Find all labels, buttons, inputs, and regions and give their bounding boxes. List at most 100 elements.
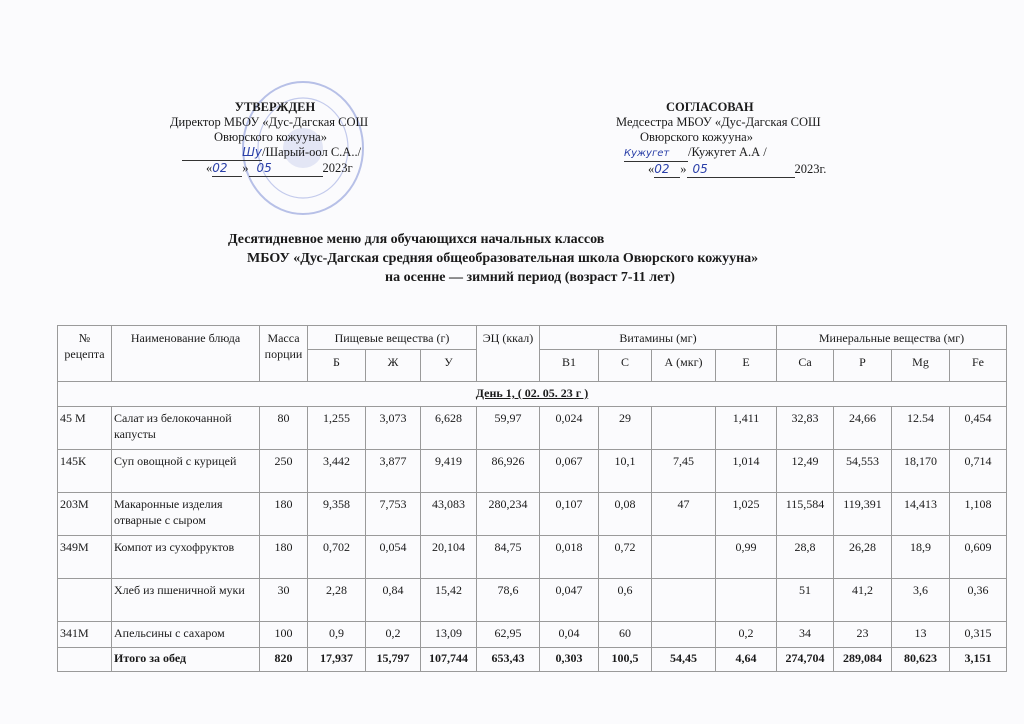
approval-heading: УТВЕРЖДЕН (234, 100, 316, 114)
agreement-line2: Овюрского кожууна» (640, 130, 753, 144)
value-cell: 9,419 (420, 449, 477, 493)
approval-year: 2023г (322, 161, 353, 175)
value-cell: 29 (598, 406, 652, 450)
value-cell: 13 (891, 621, 950, 648)
agreement-heading: СОГЛАСОВАН (666, 100, 754, 114)
day-label: День 1, ( 02. 05. 23 г ) (57, 381, 1007, 407)
value-cell: 14,413 (891, 492, 950, 536)
table-row: 45 М Салат из белокочанной капусты 80 1,255… (57, 406, 1007, 450)
table-row: Хлеб из пшеничной муки 30 2,28 0,84 15,42 78,… (57, 578, 1007, 622)
nurse-name: /Кужугет А.А / (688, 145, 767, 159)
value-cell (715, 578, 777, 622)
value-cell: 0,2 (365, 621, 421, 648)
value-cell: 28,8 (776, 535, 834, 579)
value-cell: 115,584 (776, 492, 834, 536)
value-cell: 0,99 (715, 535, 777, 579)
value-cell: 15,797 (365, 647, 421, 672)
value-cell: 100 (259, 621, 308, 648)
value-cell: 0,107 (539, 492, 599, 536)
value-cell: 2,28 (307, 578, 366, 622)
value-cell: 12.54 (891, 406, 950, 450)
value-cell: 51 (776, 578, 834, 622)
value-cell: 30 (259, 578, 308, 622)
value-cell: 0,36 (949, 578, 1007, 622)
subheader-cell: P (833, 349, 892, 382)
header-minerals: Минеральные вещества (мг) (776, 325, 1007, 350)
approval-block: УТВЕРЖДЕН Директор МБОУ «Дус-Дагская СОШ… (170, 100, 410, 177)
value-cell: 0,9 (307, 621, 366, 648)
value-cell: 34 (776, 621, 834, 648)
value-cell: 289,084 (833, 647, 892, 672)
value-cell: 4,64 (715, 647, 777, 672)
value-cell: 0,054 (365, 535, 421, 579)
dish-name-cell: Суп овощной с курицей (111, 449, 260, 493)
approval-line2: Овюрского кожууна» (214, 130, 327, 144)
subheader-cell: С (598, 349, 652, 382)
value-cell (651, 578, 716, 622)
value-cell: 84,75 (476, 535, 540, 579)
recipe-cell (57, 578, 112, 622)
dish-name-cell: Хлеб из пшеничной муки (111, 578, 260, 622)
value-cell: 180 (259, 492, 308, 536)
value-cell: 12,49 (776, 449, 834, 493)
value-cell: 180 (259, 535, 308, 579)
recipe-cell: 145К (57, 449, 112, 493)
value-cell: 60 (598, 621, 652, 648)
table-row: 341М Апельсины с сахаром 100 0,9 0,2 13,09 62,… (57, 621, 1007, 648)
value-cell: 0,303 (539, 647, 599, 672)
table-row: Итого за обед 820 17,937 15,797 107,744 653,4… (57, 647, 1007, 672)
value-cell: 0,2 (715, 621, 777, 648)
value-cell: 250 (259, 449, 308, 493)
value-cell: 0,315 (949, 621, 1007, 648)
dish-name-cell: Итого за обед (111, 647, 260, 672)
school-stamp (242, 81, 364, 215)
agreement-block: СОГЛАСОВАН Медсестра МБОУ «Дус-Дагская С… (616, 100, 876, 178)
agreement-line1: Медсестра МБОУ «Дус-Дагская СОШ (616, 115, 821, 129)
value-cell: 9,358 (307, 492, 366, 536)
agreement-month: 05 (686, 162, 795, 178)
value-cell: 10,1 (598, 449, 652, 493)
value-cell: 78,6 (476, 578, 540, 622)
menu-table: № рецепта Наименование блюда Масса порци… (57, 325, 1007, 672)
dish-name-cell: Салат из белокочанной капусты (111, 406, 260, 450)
value-cell: 0,454 (949, 406, 1007, 450)
recipe-cell: 341М (57, 621, 112, 648)
value-cell: 0,04 (539, 621, 599, 648)
value-cell: 3,151 (949, 647, 1007, 672)
value-cell (651, 535, 716, 579)
value-cell: 18,170 (891, 449, 950, 493)
value-cell: 26,28 (833, 535, 892, 579)
agreement-date: «02» 05 2023г. (648, 162, 827, 178)
menu-title: Десятидневное меню для обучающихся начал… (228, 232, 605, 247)
value-cell: 0,067 (539, 449, 599, 493)
dish-name-cell: Макаронные изделия отварные с сыром (111, 492, 260, 536)
value-cell: 13,09 (420, 621, 477, 648)
dish-name-cell: Апельсины с сахаром (111, 621, 260, 648)
nurse-signature: Кужугет (624, 146, 688, 162)
value-cell: 280,234 (476, 492, 540, 536)
value-cell: 653,43 (476, 647, 540, 672)
value-cell: 24,66 (833, 406, 892, 450)
agreement-day: 02 (654, 162, 681, 178)
approval-line1: Директор МБОУ «Дус-Дагская СОШ (170, 115, 369, 129)
dish-name-cell: Компот из сухофруктов (111, 535, 260, 579)
agreement-signature-line: Кужугет/Кужугет А.А / (616, 145, 876, 162)
value-cell: 1,411 (715, 406, 777, 450)
school-title: МБОУ «Дус-Дагская средняя общеобразовате… (247, 251, 759, 266)
header-mass: Масса порции (259, 325, 308, 382)
subheader-cell: Ж (365, 349, 421, 382)
value-cell: 7,45 (651, 449, 716, 493)
value-cell (651, 621, 716, 648)
value-cell: 820 (259, 647, 308, 672)
value-cell (651, 406, 716, 450)
value-cell: 0,047 (539, 578, 599, 622)
recipe-cell: 45 М (57, 406, 112, 450)
value-cell: 43,083 (420, 492, 477, 536)
subheader-cell: А (мкг) (651, 349, 716, 382)
value-cell: 3,6 (891, 578, 950, 622)
value-cell: 119,391 (833, 492, 892, 536)
subheader-cell: Mg (891, 349, 950, 382)
value-cell: 100,5 (598, 647, 652, 672)
value-cell: 23 (833, 621, 892, 648)
value-cell: 0,702 (307, 535, 366, 579)
